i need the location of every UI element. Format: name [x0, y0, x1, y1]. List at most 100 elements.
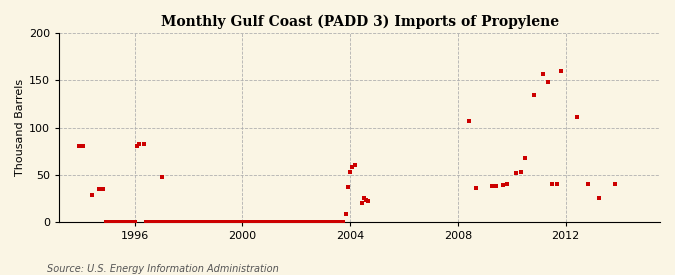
Point [320, 219, 331, 224]
Point [262, 219, 273, 224]
Point [333, 219, 344, 224]
Point [250, 219, 261, 224]
Point [248, 219, 259, 224]
Point [105, 219, 115, 224]
Point [269, 219, 279, 224]
Point [340, 212, 351, 216]
Point [145, 219, 156, 224]
Point [583, 182, 593, 186]
Point [210, 219, 221, 224]
Point [169, 219, 180, 224]
Point [572, 115, 583, 119]
Point [286, 219, 297, 224]
Point [186, 219, 196, 224]
Point [242, 219, 252, 224]
Point [230, 219, 241, 224]
Point [356, 201, 367, 205]
Point [154, 219, 165, 224]
Point [309, 219, 320, 224]
Point [181, 219, 192, 224]
Point [491, 184, 502, 188]
Point [282, 219, 293, 224]
Point [101, 219, 111, 224]
Point [343, 185, 354, 189]
Point [275, 219, 286, 224]
Point [266, 219, 277, 224]
Point [298, 219, 308, 224]
Point [311, 219, 322, 224]
Point [78, 144, 88, 148]
Point [74, 144, 84, 148]
Point [610, 182, 620, 186]
Point [318, 219, 329, 224]
Point [111, 219, 122, 224]
Point [167, 219, 178, 224]
Point [273, 219, 284, 224]
Point [228, 219, 239, 224]
Point [150, 219, 161, 224]
Point [271, 219, 281, 224]
Point [165, 219, 176, 224]
Point [143, 219, 154, 224]
Point [140, 219, 151, 224]
Point [289, 219, 300, 224]
Point [329, 219, 340, 224]
Point [203, 219, 214, 224]
Point [239, 219, 250, 224]
Point [257, 219, 268, 224]
Point [594, 196, 605, 200]
Point [172, 219, 183, 224]
Point [120, 219, 131, 224]
Point [206, 219, 217, 224]
Point [213, 219, 223, 224]
Point [511, 170, 522, 175]
Point [277, 219, 288, 224]
Point [556, 69, 566, 73]
Point [132, 144, 142, 148]
Point [157, 174, 167, 179]
Point [161, 219, 171, 224]
Point [221, 219, 232, 224]
Point [497, 183, 508, 187]
Point [159, 219, 169, 224]
Point [94, 186, 105, 191]
Point [345, 170, 356, 174]
Point [109, 219, 120, 224]
Point [551, 182, 562, 186]
Point [196, 219, 207, 224]
Point [291, 219, 302, 224]
Point [515, 170, 526, 174]
Point [103, 219, 113, 224]
Point [316, 219, 327, 224]
Point [123, 219, 134, 224]
Point [529, 92, 539, 97]
Point [208, 219, 219, 224]
Point [304, 219, 315, 224]
Point [252, 219, 263, 224]
Point [183, 219, 194, 224]
Point [232, 219, 243, 224]
Point [223, 219, 234, 224]
Point [87, 193, 98, 197]
Point [255, 219, 266, 224]
Point [347, 165, 358, 169]
Point [284, 219, 295, 224]
Point [188, 219, 198, 224]
Point [215, 219, 225, 224]
Point [199, 219, 210, 224]
Point [547, 182, 558, 186]
Point [302, 219, 313, 224]
Point [470, 186, 481, 190]
Point [147, 219, 158, 224]
Point [194, 219, 205, 224]
Point [264, 219, 275, 224]
Point [336, 219, 347, 224]
Point [358, 196, 369, 200]
Point [464, 119, 475, 123]
Point [279, 219, 290, 224]
Point [306, 219, 317, 224]
Point [98, 186, 109, 191]
Point [217, 219, 227, 224]
Point [296, 219, 306, 224]
Point [130, 219, 140, 224]
